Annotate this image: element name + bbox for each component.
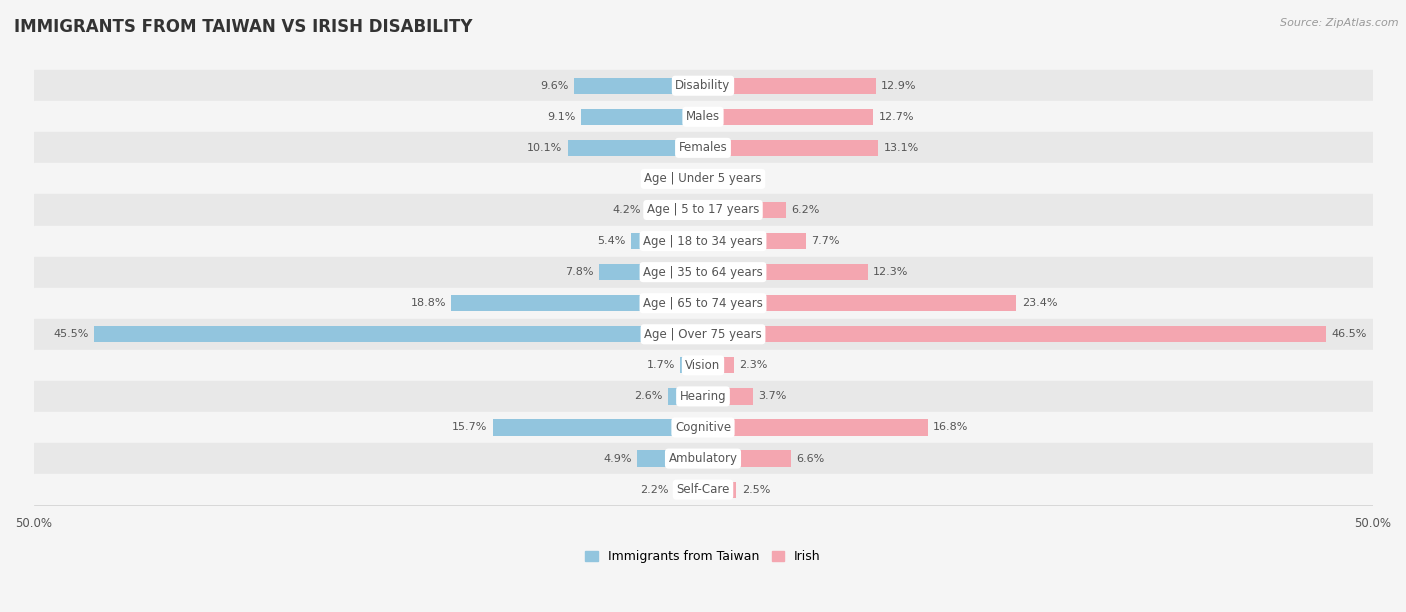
Bar [703, 326, 1326, 342]
Text: Hearing: Hearing [679, 390, 727, 403]
Bar [703, 78, 876, 94]
Bar [703, 109, 873, 125]
Text: 2.5%: 2.5% [742, 485, 770, 494]
Bar [34, 132, 1372, 163]
Bar [703, 482, 737, 498]
Bar [34, 412, 1372, 443]
Text: 1.7%: 1.7% [647, 360, 675, 370]
Text: Self-Care: Self-Care [676, 483, 730, 496]
Bar [647, 202, 703, 218]
Bar [703, 264, 868, 280]
Text: Age | Over 75 years: Age | Over 75 years [644, 328, 762, 341]
Text: 6.6%: 6.6% [797, 453, 825, 463]
Bar [568, 140, 703, 156]
Bar [703, 450, 792, 466]
Bar [703, 202, 786, 218]
Text: 4.9%: 4.9% [603, 453, 633, 463]
Bar [575, 78, 703, 94]
Bar [673, 482, 703, 498]
Text: 2.2%: 2.2% [640, 485, 668, 494]
Text: 10.1%: 10.1% [527, 143, 562, 153]
Text: 13.1%: 13.1% [884, 143, 920, 153]
Bar [689, 171, 703, 187]
Text: Source: ZipAtlas.com: Source: ZipAtlas.com [1281, 18, 1399, 28]
Text: Males: Males [686, 110, 720, 123]
Bar [34, 443, 1372, 474]
Text: Disability: Disability [675, 79, 731, 92]
Text: Age | 35 to 64 years: Age | 35 to 64 years [643, 266, 763, 278]
Text: Cognitive: Cognitive [675, 421, 731, 434]
Bar [703, 140, 879, 156]
Text: 3.7%: 3.7% [758, 392, 786, 401]
Text: Age | 5 to 17 years: Age | 5 to 17 years [647, 204, 759, 217]
Text: 1.7%: 1.7% [731, 174, 759, 184]
Text: 2.6%: 2.6% [634, 392, 662, 401]
Bar [34, 256, 1372, 288]
Bar [34, 381, 1372, 412]
Bar [637, 450, 703, 466]
Bar [34, 474, 1372, 505]
Bar [34, 101, 1372, 132]
Text: 12.7%: 12.7% [879, 112, 914, 122]
Text: 18.8%: 18.8% [411, 298, 446, 308]
Text: Age | 65 to 74 years: Age | 65 to 74 years [643, 297, 763, 310]
Bar [703, 419, 928, 436]
Text: Age | Under 5 years: Age | Under 5 years [644, 173, 762, 185]
Text: 9.6%: 9.6% [541, 81, 569, 91]
Bar [703, 389, 752, 405]
Bar [668, 389, 703, 405]
Bar [34, 195, 1372, 226]
Text: 23.4%: 23.4% [1022, 298, 1057, 308]
Text: 6.2%: 6.2% [792, 205, 820, 215]
Text: 16.8%: 16.8% [934, 422, 969, 433]
Bar [581, 109, 703, 125]
Text: Vision: Vision [685, 359, 721, 372]
Bar [703, 233, 806, 249]
Bar [492, 419, 703, 436]
Bar [631, 233, 703, 249]
Text: Females: Females [679, 141, 727, 154]
Text: Ambulatory: Ambulatory [668, 452, 738, 465]
Bar [703, 295, 1017, 312]
Text: 5.4%: 5.4% [598, 236, 626, 246]
Bar [703, 171, 725, 187]
Text: 1.0%: 1.0% [657, 174, 685, 184]
Text: 7.7%: 7.7% [811, 236, 839, 246]
Bar [451, 295, 703, 312]
Text: 46.5%: 46.5% [1331, 329, 1367, 339]
Bar [34, 226, 1372, 256]
Bar [703, 357, 734, 373]
Text: IMMIGRANTS FROM TAIWAN VS IRISH DISABILITY: IMMIGRANTS FROM TAIWAN VS IRISH DISABILI… [14, 18, 472, 36]
Text: 7.8%: 7.8% [565, 267, 593, 277]
Text: 12.9%: 12.9% [882, 81, 917, 91]
Bar [34, 70, 1372, 101]
Bar [94, 326, 703, 342]
Legend: Immigrants from Taiwan, Irish: Immigrants from Taiwan, Irish [585, 550, 821, 563]
Text: 9.1%: 9.1% [547, 112, 576, 122]
Bar [34, 288, 1372, 319]
Bar [34, 350, 1372, 381]
Text: 2.3%: 2.3% [740, 360, 768, 370]
Bar [34, 319, 1372, 350]
Bar [599, 264, 703, 280]
Text: 45.5%: 45.5% [53, 329, 89, 339]
Text: 4.2%: 4.2% [613, 205, 641, 215]
Text: 15.7%: 15.7% [453, 422, 488, 433]
Bar [681, 357, 703, 373]
Text: 12.3%: 12.3% [873, 267, 908, 277]
Bar [34, 163, 1372, 195]
Text: Age | 18 to 34 years: Age | 18 to 34 years [643, 234, 763, 248]
